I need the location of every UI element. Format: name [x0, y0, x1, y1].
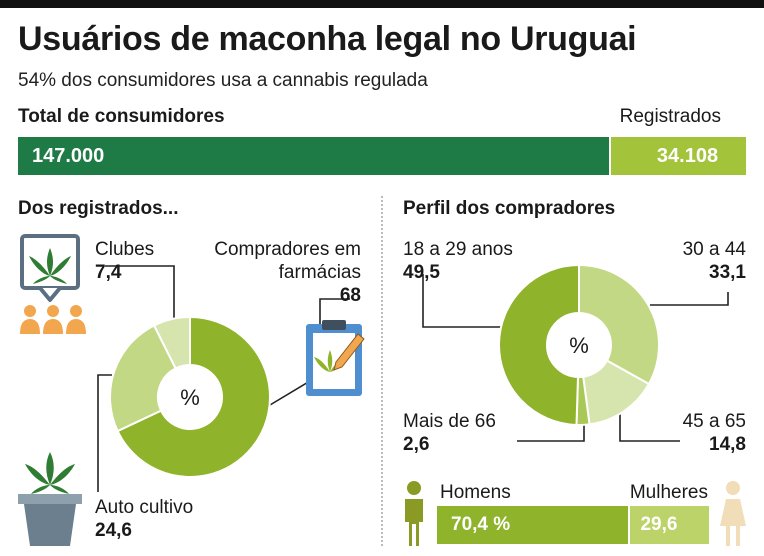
registered-donut-center-label: %	[180, 385, 200, 410]
age-18-29-name: 18 a 29 anos	[403, 239, 513, 260]
clubes-leader-line	[105, 265, 175, 318]
woman-icon	[720, 481, 746, 546]
clipboard-leaf-icon	[306, 320, 365, 396]
age-45-65-label: 45 a 65 14,8	[620, 410, 746, 456]
age-45-65-leader-line	[619, 408, 680, 442]
total-consumers-label: Total de consumidores	[18, 106, 225, 127]
total-consumers-bar: 147.000 34.108	[18, 137, 746, 175]
buyers-age-donut-center-label: %	[569, 333, 589, 358]
registered-segment: 34.108	[608, 137, 746, 175]
page-title: Usuários de maconha legal no Uruguai	[18, 20, 637, 58]
age-over-66-value: 2,6	[403, 434, 430, 455]
age-45-65-name: 45 a 65	[682, 411, 746, 432]
buyers-age-donut: %	[497, 263, 660, 426]
registered-donut-slice-0	[116, 315, 271, 478]
top-rule	[0, 0, 764, 8]
women-bar-segment: 29,6	[628, 506, 709, 544]
age-18-29-label: 18 a 29 anos 49,5	[403, 238, 513, 284]
auto-cultivo-label: Auto cultivo 24,6	[95, 496, 193, 542]
age-18-29-leader-line	[422, 274, 502, 328]
age-45-65-value: 14,8	[709, 434, 746, 455]
auto-cultivo-leader-line	[97, 374, 112, 492]
farmacias-value: 68	[339, 285, 361, 306]
clubes-label: Clubes 7,4	[95, 238, 154, 284]
men-bar-segment: 70,4 %	[437, 506, 629, 544]
farmacias-label: Compradores em farmácias 68	[190, 238, 361, 307]
total-consumers-segment: 147.000	[18, 137, 609, 175]
age-30-44-label: 30 a 44 33,1	[620, 238, 746, 284]
age-30-44-value: 33,1	[709, 262, 746, 283]
men-label: Homens	[440, 482, 511, 503]
farmacias-name: Compradores em farmácias	[214, 239, 361, 283]
gender-bar: 70,4 % 29,6	[437, 506, 709, 544]
clubes-name: Clubes	[95, 239, 155, 260]
women-label: Mulheres	[629, 482, 708, 503]
buyers-age-donut-slice-0	[578, 263, 660, 386]
section-divider	[381, 196, 383, 546]
age-18-29-value: 49,5	[403, 262, 440, 283]
buyers-profile-section-title: Perfil dos compradores	[403, 198, 616, 219]
man-icon	[405, 481, 423, 546]
potted-cannabis-icon	[18, 452, 82, 546]
auto-cultivo-value: 24,6	[95, 520, 132, 541]
registered-donut-slice-1	[109, 324, 177, 433]
auto-cultivo-name: Auto cultivo	[95, 497, 194, 518]
people-icon	[20, 305, 86, 334]
registered-donut-slice-2	[152, 315, 191, 370]
registered-label: Registrados	[619, 106, 721, 127]
cannabis-leaf-sign-icon	[20, 234, 80, 302]
buyers-age-donut-slice-3	[497, 263, 580, 426]
registered-section-title: Dos registrados...	[18, 198, 179, 219]
age-30-44-name: 30 a 44	[682, 239, 746, 260]
registered-donut: %	[109, 315, 271, 478]
clubes-value: 7,4	[95, 262, 122, 283]
age-over-66-label: Mais de 66 2,6	[403, 410, 496, 456]
age-over-66-leader-line	[517, 421, 585, 442]
age-over-66-name: Mais de 66	[403, 411, 496, 432]
age-30-44-leader-line	[650, 292, 729, 306]
page-subtitle: 54% dos consumidores usa a cannabis regu…	[18, 70, 428, 91]
